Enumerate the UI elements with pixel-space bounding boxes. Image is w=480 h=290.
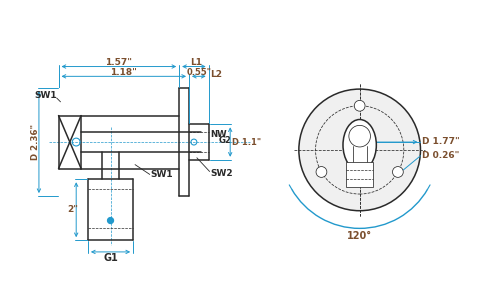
- Text: L2: L2: [211, 70, 223, 79]
- Text: G1: G1: [103, 253, 118, 263]
- Text: G2: G2: [218, 136, 231, 145]
- Text: 2": 2": [67, 205, 78, 214]
- Text: D 2.36": D 2.36": [32, 124, 40, 160]
- Circle shape: [393, 166, 403, 177]
- Text: SW2: SW2: [211, 169, 233, 178]
- Text: L1: L1: [190, 58, 202, 67]
- Circle shape: [316, 166, 327, 177]
- Text: SW1: SW1: [34, 91, 57, 100]
- Text: 1.18": 1.18": [110, 68, 137, 77]
- Text: SW1: SW1: [151, 170, 173, 179]
- Text: D 1.1": D 1.1": [232, 137, 261, 146]
- Circle shape: [299, 89, 420, 211]
- Text: NW: NW: [211, 130, 227, 139]
- Text: D 0.26": D 0.26": [422, 151, 460, 160]
- Text: 0.55": 0.55": [186, 68, 211, 77]
- Text: 1.57": 1.57": [106, 58, 132, 67]
- Bar: [346, 162, 373, 187]
- Circle shape: [349, 125, 371, 147]
- Text: 120°: 120°: [347, 231, 372, 241]
- Text: D 1.77": D 1.77": [422, 137, 460, 146]
- Ellipse shape: [343, 119, 376, 171]
- Circle shape: [108, 218, 113, 224]
- Circle shape: [354, 100, 365, 111]
